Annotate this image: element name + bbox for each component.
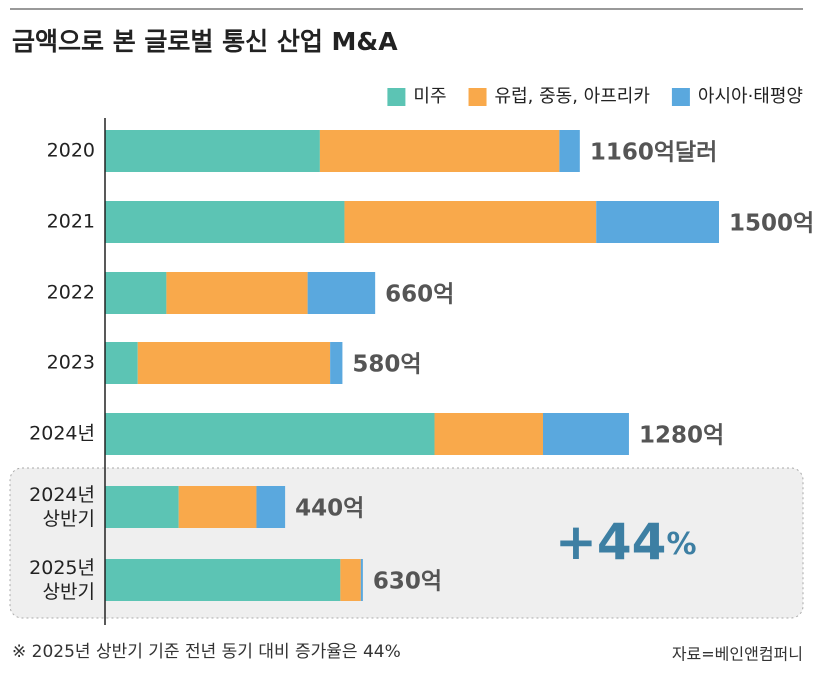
bar-segment bbox=[137, 342, 331, 384]
annotation: +44% bbox=[555, 513, 697, 571]
bars: 2020 1160억달러 2021 1500억 2022 660억 2023 580억 2024… bbox=[29, 130, 813, 603]
footnote: ※ 2025년 상반기 기준 전년 동기 대비 증가율은 44% bbox=[12, 642, 401, 662]
bar-segment bbox=[319, 130, 560, 172]
category-label: 2025년 상반기 bbox=[29, 557, 95, 603]
legend-swatch bbox=[387, 88, 406, 106]
category-label: 2020 bbox=[47, 140, 95, 162]
bar-segment bbox=[105, 413, 435, 455]
category-label: 2022 bbox=[47, 282, 95, 304]
source: 자료=베인앤컴퍼니 bbox=[672, 645, 803, 664]
total-label: 1500억 bbox=[729, 211, 813, 237]
total-label: 660억 bbox=[385, 282, 454, 308]
total-label: 1160억달러 bbox=[590, 140, 718, 166]
legend: 아시아·태평양 유럽, 중동, 아프리카 미주 bbox=[387, 86, 803, 107]
legend-label: 아시아·태평양 bbox=[698, 86, 803, 107]
bar-segment bbox=[344, 201, 597, 243]
bar-segment bbox=[542, 413, 629, 455]
category-label: 2024년 bbox=[29, 423, 95, 445]
bar-segment bbox=[166, 272, 308, 314]
category-label: 2024년 상반기 bbox=[29, 484, 95, 530]
legend-label: 미주 bbox=[413, 86, 446, 107]
bar-segment bbox=[105, 130, 320, 172]
bar-segment bbox=[178, 486, 257, 528]
bar-segment bbox=[596, 201, 719, 243]
bar-segment bbox=[307, 272, 376, 314]
bar-segment bbox=[360, 559, 363, 601]
bar-segment bbox=[105, 201, 345, 243]
bar-segment bbox=[105, 272, 167, 314]
chart-title: 금액으로 본 글로벌 통신 산업 M&A bbox=[12, 27, 398, 56]
legend-swatch bbox=[671, 88, 690, 106]
bar-segment bbox=[559, 130, 580, 172]
total-label: 580억 bbox=[352, 352, 421, 378]
bar-segment bbox=[105, 559, 341, 601]
category-label: 2021 bbox=[47, 211, 95, 233]
bar-segment bbox=[256, 486, 286, 528]
bar-segment bbox=[340, 559, 361, 601]
category-label: 2023 bbox=[47, 352, 95, 374]
legend-label: 유럽, 중동, 아프리카 bbox=[495, 86, 650, 107]
total-label: 630억 bbox=[373, 569, 442, 595]
bar-segment bbox=[330, 342, 343, 384]
total-label: 1280억 bbox=[639, 423, 724, 449]
total-label: 440억 bbox=[295, 496, 364, 522]
bar-segment bbox=[105, 486, 179, 528]
bar-segment bbox=[105, 342, 138, 384]
legend-swatch bbox=[468, 88, 487, 106]
bar-segment bbox=[434, 413, 543, 455]
